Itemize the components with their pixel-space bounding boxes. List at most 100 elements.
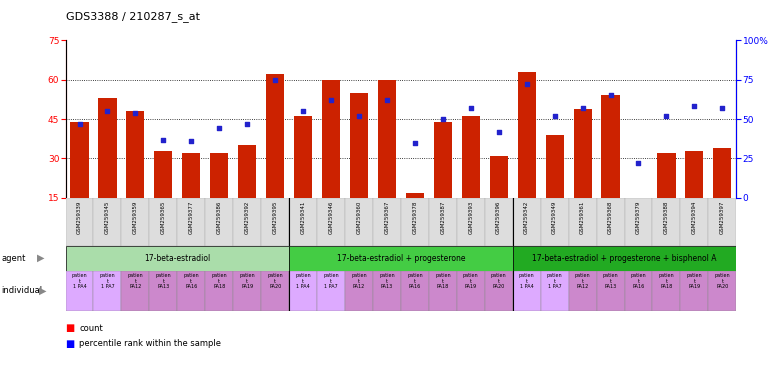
Text: GSM259395: GSM259395 [273,200,278,233]
FancyBboxPatch shape [540,198,568,246]
FancyBboxPatch shape [513,246,736,271]
Text: GSM259359: GSM259359 [133,200,138,233]
Text: GSM259379: GSM259379 [636,200,641,233]
Text: 17-beta-estradiol + progesterone + bisphenol A: 17-beta-estradiol + progesterone + bisph… [532,254,717,263]
Bar [294,116,312,237]
FancyBboxPatch shape [150,198,177,246]
FancyBboxPatch shape [261,271,289,311]
FancyBboxPatch shape [680,198,709,246]
Text: patien
t
PA20: patien t PA20 [268,273,283,289]
FancyBboxPatch shape [597,271,625,311]
FancyBboxPatch shape [345,198,373,246]
Point [157,136,170,142]
Text: GSM259397: GSM259397 [720,200,725,233]
Point [381,97,393,103]
Text: individual: individual [2,286,42,295]
FancyBboxPatch shape [485,198,513,246]
Text: agent: agent [2,254,26,263]
Bar [99,98,116,237]
FancyBboxPatch shape [652,198,680,246]
Text: patien
t
PA13: patien t PA13 [603,273,618,289]
Text: GSM259378: GSM259378 [412,200,417,233]
Bar [126,111,144,237]
Text: patien
t
1 PA7: patien t 1 PA7 [323,273,339,289]
Text: patien
t
1 PA7: patien t 1 PA7 [99,273,116,289]
FancyBboxPatch shape [680,271,709,311]
FancyBboxPatch shape [233,271,261,311]
Text: GSM259368: GSM259368 [608,200,613,233]
Text: GSM259394: GSM259394 [692,200,697,233]
Text: GSM259396: GSM259396 [497,200,501,233]
Text: percentile rank within the sample: percentile rank within the sample [79,339,221,348]
Bar [406,192,424,237]
Point [213,126,225,132]
FancyBboxPatch shape [513,271,540,311]
Text: patien
t
1 PA4: patien t 1 PA4 [72,273,87,289]
Bar [685,151,703,237]
Text: patien
t
PA13: patien t PA13 [156,273,171,289]
Point [689,103,701,109]
FancyBboxPatch shape [289,246,513,271]
Bar [517,72,536,237]
Point [716,105,729,111]
FancyBboxPatch shape [513,198,540,246]
Text: GDS3388 / 210287_s_at: GDS3388 / 210287_s_at [66,12,200,22]
Point [101,108,113,114]
Text: GSM259361: GSM259361 [580,200,585,233]
Text: patien
t
PA19: patien t PA19 [239,273,255,289]
Text: 17-beta-estradiol + progesterone: 17-beta-estradiol + progesterone [337,254,465,263]
FancyBboxPatch shape [205,198,233,246]
Text: GSM259393: GSM259393 [468,200,473,233]
FancyBboxPatch shape [345,271,373,311]
Point [577,105,589,111]
FancyBboxPatch shape [597,198,625,246]
Text: GSM259387: GSM259387 [440,200,446,233]
FancyBboxPatch shape [66,271,93,311]
FancyBboxPatch shape [456,271,485,311]
FancyBboxPatch shape [625,271,652,311]
Text: GSM259367: GSM259367 [385,200,389,233]
Text: patien
t
1 PA7: patien t 1 PA7 [547,273,563,289]
FancyBboxPatch shape [122,198,150,246]
Text: ■: ■ [66,323,75,333]
FancyBboxPatch shape [568,271,597,311]
Text: patien
t
PA18: patien t PA18 [435,273,451,289]
Point [436,116,449,122]
FancyBboxPatch shape [709,198,736,246]
FancyBboxPatch shape [485,271,513,311]
Text: patien
t
1 PA4: patien t 1 PA4 [519,273,534,289]
Point [520,81,533,88]
Bar [490,156,508,237]
FancyBboxPatch shape [373,198,401,246]
Text: patien
t
PA13: patien t PA13 [379,273,395,289]
Point [604,92,617,98]
FancyBboxPatch shape [93,271,122,311]
Text: GSM259345: GSM259345 [105,200,110,233]
Bar [182,153,200,237]
FancyBboxPatch shape [401,198,429,246]
Text: ▶: ▶ [37,253,45,263]
FancyBboxPatch shape [177,271,205,311]
Point [73,121,86,127]
Bar [378,80,396,237]
Text: GSM259342: GSM259342 [524,200,529,233]
Text: GSM259346: GSM259346 [328,200,334,233]
Text: patien
t
PA12: patien t PA12 [351,273,367,289]
Point [325,97,337,103]
FancyBboxPatch shape [289,198,317,246]
FancyBboxPatch shape [261,198,289,246]
FancyBboxPatch shape [93,198,122,246]
Point [632,160,645,166]
Bar [629,232,648,237]
Text: ■: ■ [66,339,75,349]
FancyBboxPatch shape [429,271,456,311]
FancyBboxPatch shape [373,271,401,311]
Text: patien
t
PA20: patien t PA20 [715,273,730,289]
Text: patien
t
PA18: patien t PA18 [658,273,675,289]
Bar [546,135,564,237]
Bar [154,151,173,237]
Text: GSM259365: GSM259365 [161,200,166,233]
FancyBboxPatch shape [66,198,93,246]
Text: GSM259377: GSM259377 [189,200,194,233]
Bar [266,74,284,237]
